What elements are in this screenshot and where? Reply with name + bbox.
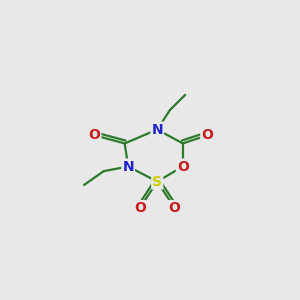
Text: N: N bbox=[152, 123, 163, 136]
Text: O: O bbox=[88, 128, 101, 142]
Text: O: O bbox=[169, 201, 181, 215]
Text: O: O bbox=[201, 128, 213, 142]
Text: O: O bbox=[177, 160, 189, 173]
Text: N: N bbox=[122, 160, 134, 173]
Text: O: O bbox=[134, 201, 146, 215]
Text: S: S bbox=[152, 175, 162, 188]
